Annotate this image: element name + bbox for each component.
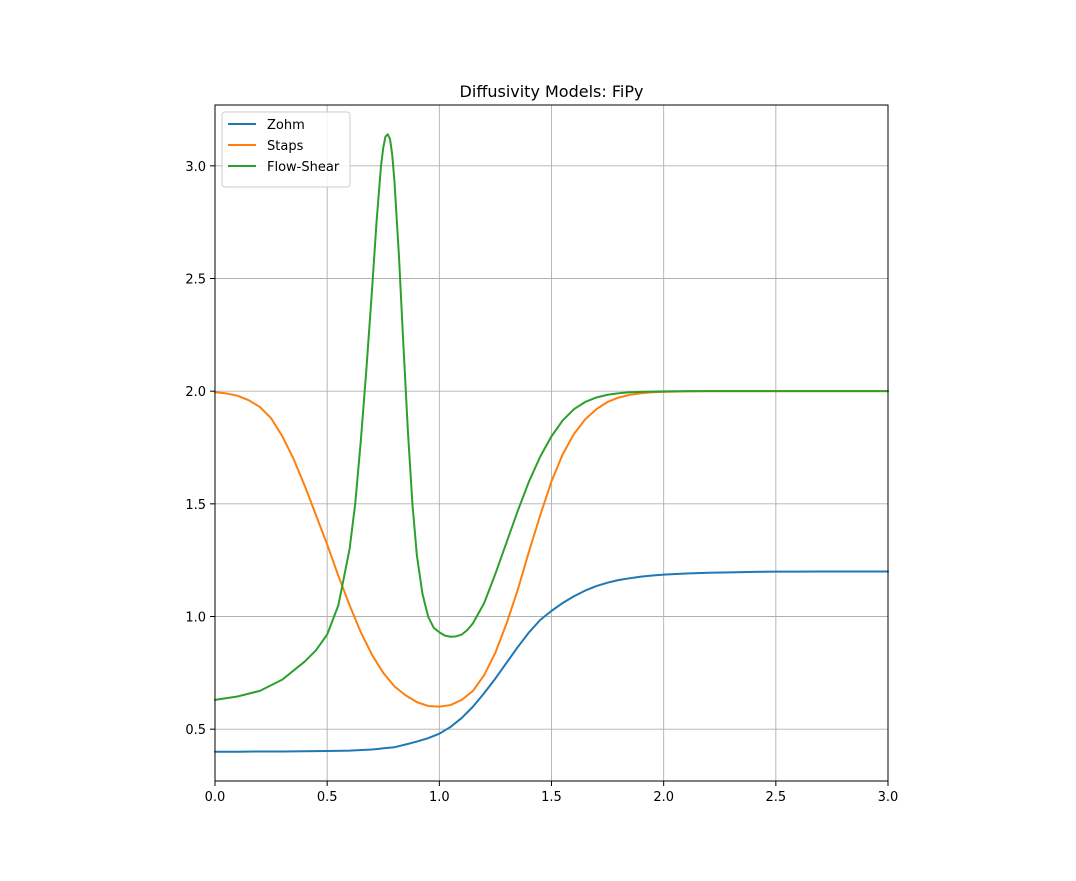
legend-label: Staps <box>267 139 304 154</box>
legend-box <box>221 111 351 188</box>
y-tick-label: 1.5 <box>185 498 206 513</box>
x-tick-label: 1.0 <box>429 790 450 805</box>
series-line-flow-shear <box>214 133 889 701</box>
y-tick-label: 2.5 <box>185 273 206 288</box>
series-lines <box>214 133 889 753</box>
x-tick-label: 2.0 <box>653 790 674 805</box>
y-tick-label: 3.0 <box>185 160 206 175</box>
legend-label: Flow-Shear <box>267 160 340 175</box>
x-tick-label: 0.5 <box>317 790 338 805</box>
chart-title: Diffusivity Models: FiPy <box>460 82 644 101</box>
y-tick-label: 1.0 <box>185 611 206 626</box>
y-tick-label: 0.5 <box>185 723 206 738</box>
axis-ticks: 0.0 0.5 1.0 1.5 2.0 2.5 3.0 0.5 1.0 1.5 2.0 2.5 3.0 <box>185 160 898 805</box>
x-tick-label: 0.0 <box>205 790 226 805</box>
series-line-zohm <box>214 570 889 753</box>
x-tick-label: 3.0 <box>878 790 899 805</box>
y-tick-label: 2.0 <box>185 385 206 400</box>
legend-label: Zohm <box>267 118 305 133</box>
series-line-staps <box>214 390 889 708</box>
x-tick-label: 1.5 <box>541 790 562 805</box>
x-tick-label: 2.5 <box>765 790 786 805</box>
grid-lines <box>214 105 889 781</box>
legend: Zohm Staps Flow-Shear <box>221 111 351 188</box>
